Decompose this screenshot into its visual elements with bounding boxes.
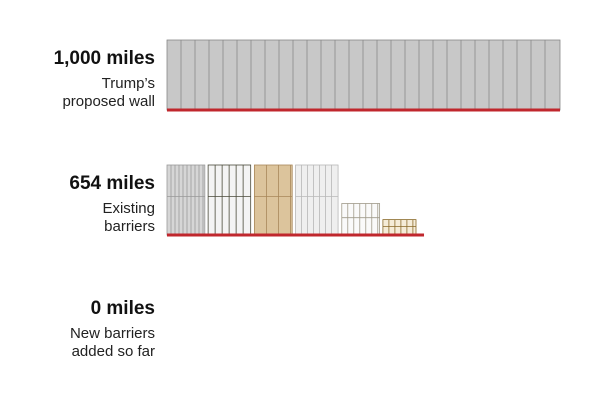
fence-segment xyxy=(295,164,339,236)
bar xyxy=(166,39,561,111)
bar-group xyxy=(166,164,425,237)
value-label: 0 miles xyxy=(90,298,155,319)
bar-group xyxy=(166,39,561,112)
category-label: Existing barriers xyxy=(102,200,155,235)
category-label: New barriers added so far xyxy=(69,325,155,360)
category-label: Trump’s proposed wall xyxy=(62,75,155,110)
value-label: 1,000 miles xyxy=(53,48,155,69)
fence-segment xyxy=(382,219,417,236)
fence-segment xyxy=(253,164,293,236)
value-label: 654 miles xyxy=(69,173,155,194)
